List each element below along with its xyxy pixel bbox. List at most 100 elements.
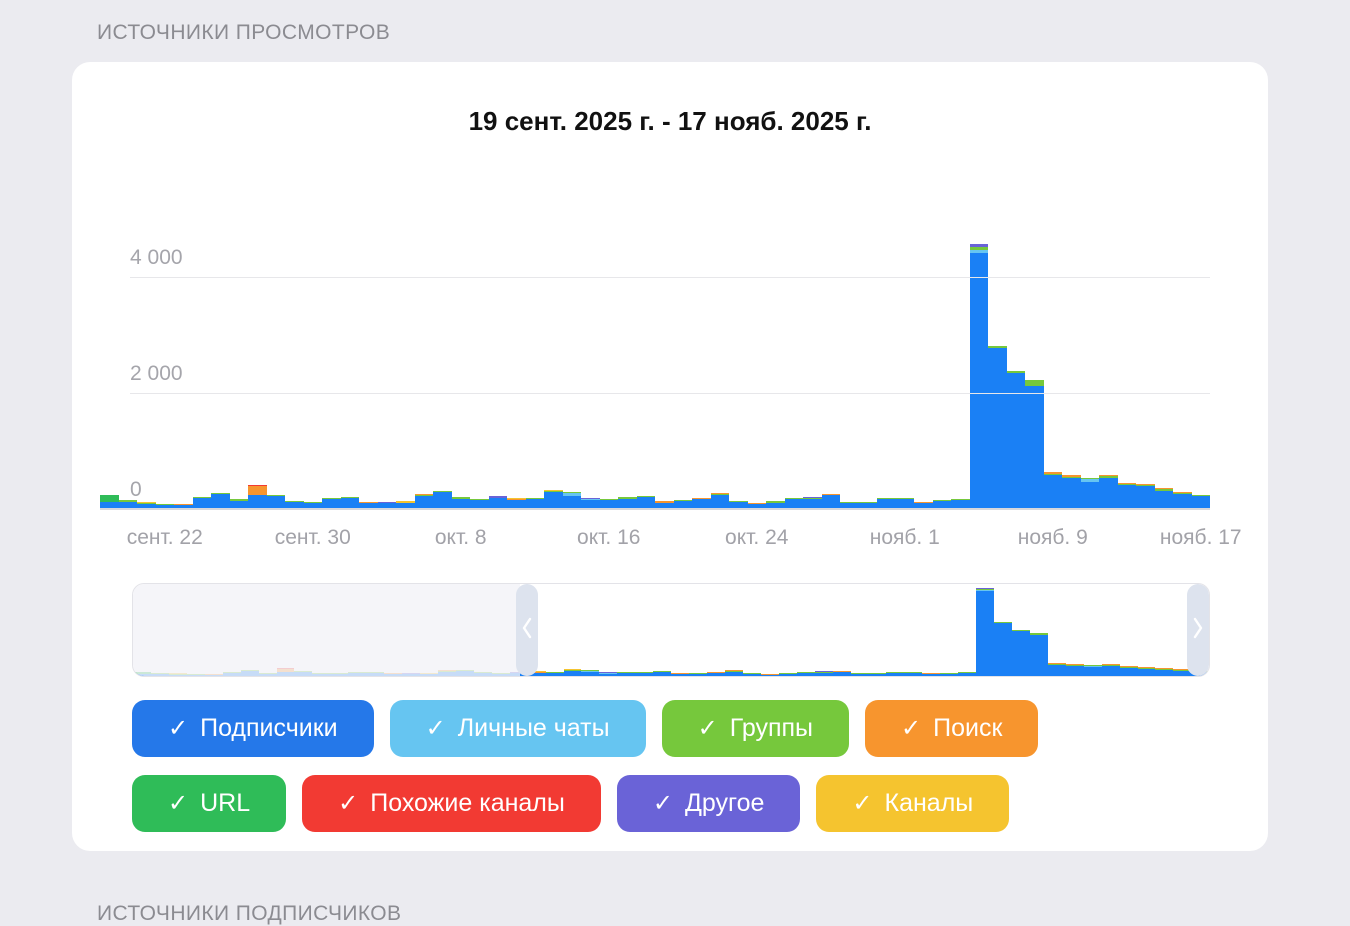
gridline	[130, 277, 1210, 278]
chart-bar[interactable]	[1117, 482, 1136, 508]
chart-bar[interactable]	[544, 489, 563, 508]
chart-bar[interactable]	[877, 497, 896, 508]
chart-bar[interactable]	[914, 501, 933, 508]
chart-bar[interactable]	[895, 498, 914, 508]
chart-bar[interactable]	[969, 244, 988, 508]
bar-segment-other	[814, 671, 833, 673]
legend-label: URL	[200, 789, 251, 817]
chart-bar[interactable]	[340, 497, 359, 508]
y-axis-label: 4 000	[130, 246, 183, 269]
slider-left-handle[interactable]	[516, 584, 538, 676]
bar-segment-other	[377, 502, 396, 504]
chart-bar[interactable]	[1191, 495, 1210, 508]
chart-bar[interactable]	[784, 498, 803, 508]
bar-segment-groups	[470, 499, 489, 501]
chart-bar[interactable]	[211, 492, 230, 508]
bar-segment-subscribers	[958, 673, 977, 676]
chart-bar[interactable]	[229, 499, 248, 508]
bar-segment-subscribers	[1062, 478, 1081, 508]
bar-segment-search	[1043, 472, 1062, 474]
chart-bar[interactable]	[858, 501, 877, 508]
chart-bar[interactable]	[803, 497, 822, 508]
chart-bar[interactable]	[710, 492, 729, 508]
chart-bar[interactable]	[414, 493, 433, 508]
bar-segment-groups	[1173, 670, 1192, 672]
chart-bar[interactable]	[1099, 475, 1118, 508]
legend-toggle-url[interactable]: ✓ URL	[132, 775, 287, 832]
chart-bar[interactable]	[747, 502, 766, 508]
chart-bar[interactable]	[951, 499, 970, 508]
slider-right-handle[interactable]	[1187, 584, 1209, 676]
chart-bar[interactable]	[285, 501, 304, 508]
chart-bar[interactable]	[673, 500, 692, 508]
chart-bar[interactable]	[525, 497, 544, 508]
chart-bar[interactable]	[599, 498, 618, 508]
legend-toggle-other[interactable]: ✓ Другое	[616, 775, 801, 832]
chart-bar[interactable]	[636, 495, 655, 508]
legend-label: Каналы	[884, 789, 974, 817]
chart-bar[interactable]	[821, 493, 840, 508]
chart-bar[interactable]	[581, 498, 600, 508]
bar-segment-subscribers	[433, 491, 452, 508]
chart-bar[interactable]	[433, 490, 452, 508]
mini-chart-bar	[922, 673, 941, 676]
bar-segment-groups	[1117, 483, 1136, 486]
chart-bar[interactable]	[100, 494, 119, 508]
mini-chart-bar	[617, 672, 636, 676]
chart-bar[interactable]	[359, 501, 378, 508]
legend-toggle-channels[interactable]: ✓ Каналы	[816, 775, 1010, 832]
bar-segment-private_chats	[1083, 666, 1102, 668]
chart-bar[interactable]	[1025, 380, 1044, 508]
chart-bar[interactable]	[729, 500, 748, 508]
chart-bar[interactable]	[322, 497, 341, 508]
bar-segment-private_chats	[581, 499, 600, 501]
chart-bar[interactable]	[932, 500, 951, 508]
range-slider[interactable]	[132, 583, 1210, 677]
chart-bar[interactable]	[248, 484, 267, 508]
legend: ✓ Подписчики ✓ Личные чаты ✓ Группы ✓ Поиск ✓ URL…	[132, 700, 1039, 832]
chart-bar[interactable]	[174, 504, 193, 508]
chart-bar[interactable]	[655, 501, 674, 508]
legend-toggle-subscribers[interactable]: ✓ Подписчики	[132, 700, 374, 757]
chart-bar[interactable]	[155, 503, 174, 508]
chart-bar[interactable]	[766, 501, 785, 508]
bar-segment-groups	[229, 499, 248, 502]
bar-segment-subscribers	[1025, 385, 1044, 508]
chart-bar[interactable]	[618, 497, 637, 508]
chart-bar[interactable]	[988, 346, 1007, 508]
chart-bar[interactable]	[692, 497, 711, 508]
chart-bar[interactable]	[1062, 475, 1081, 508]
legend-toggle-search[interactable]: ✓ Поиск	[865, 700, 1039, 757]
bar-segment-subscribers	[1173, 494, 1192, 508]
bar-segment-subscribers	[858, 502, 877, 508]
chart-bar[interactable]	[840, 502, 859, 508]
chart-bar[interactable]	[1080, 478, 1099, 508]
chart-bar[interactable]	[1006, 371, 1025, 508]
bar-segment-groups	[581, 669, 600, 671]
bar-segment-subscribers	[988, 347, 1007, 508]
chart-bar[interactable]	[488, 496, 507, 508]
legend-toggle-similar_channels[interactable]: ✓ Похожие каналы	[302, 775, 601, 832]
chart-bar[interactable]	[1173, 491, 1192, 508]
chart-bar[interactable]	[118, 500, 137, 508]
legend-toggle-private_chats[interactable]: ✓ Личные чаты	[389, 700, 646, 757]
chart-bar[interactable]	[470, 499, 489, 508]
bar-segment-groups	[563, 669, 582, 671]
bar-series	[100, 182, 1210, 508]
chart-bar[interactable]	[303, 502, 322, 508]
chart-bar[interactable]	[1043, 472, 1062, 508]
legend-toggle-groups[interactable]: ✓ Группы	[661, 700, 849, 757]
chart-bar[interactable]	[137, 501, 156, 508]
chart-bar[interactable]	[377, 502, 396, 508]
chart-bar[interactable]	[1136, 483, 1155, 508]
chart-bar[interactable]	[266, 494, 285, 508]
chart-bar[interactable]	[192, 496, 211, 508]
chart-bar[interactable]	[451, 497, 470, 508]
bar-segment-subscribers	[1117, 485, 1136, 508]
chart-bar[interactable]	[562, 491, 581, 508]
main-chart[interactable]: 0 2 000 4 000	[100, 180, 1210, 510]
bar-segment-search	[1117, 482, 1136, 484]
chart-bar[interactable]	[1154, 487, 1173, 508]
chart-bar[interactable]	[507, 497, 526, 508]
chart-bar[interactable]	[396, 501, 415, 508]
